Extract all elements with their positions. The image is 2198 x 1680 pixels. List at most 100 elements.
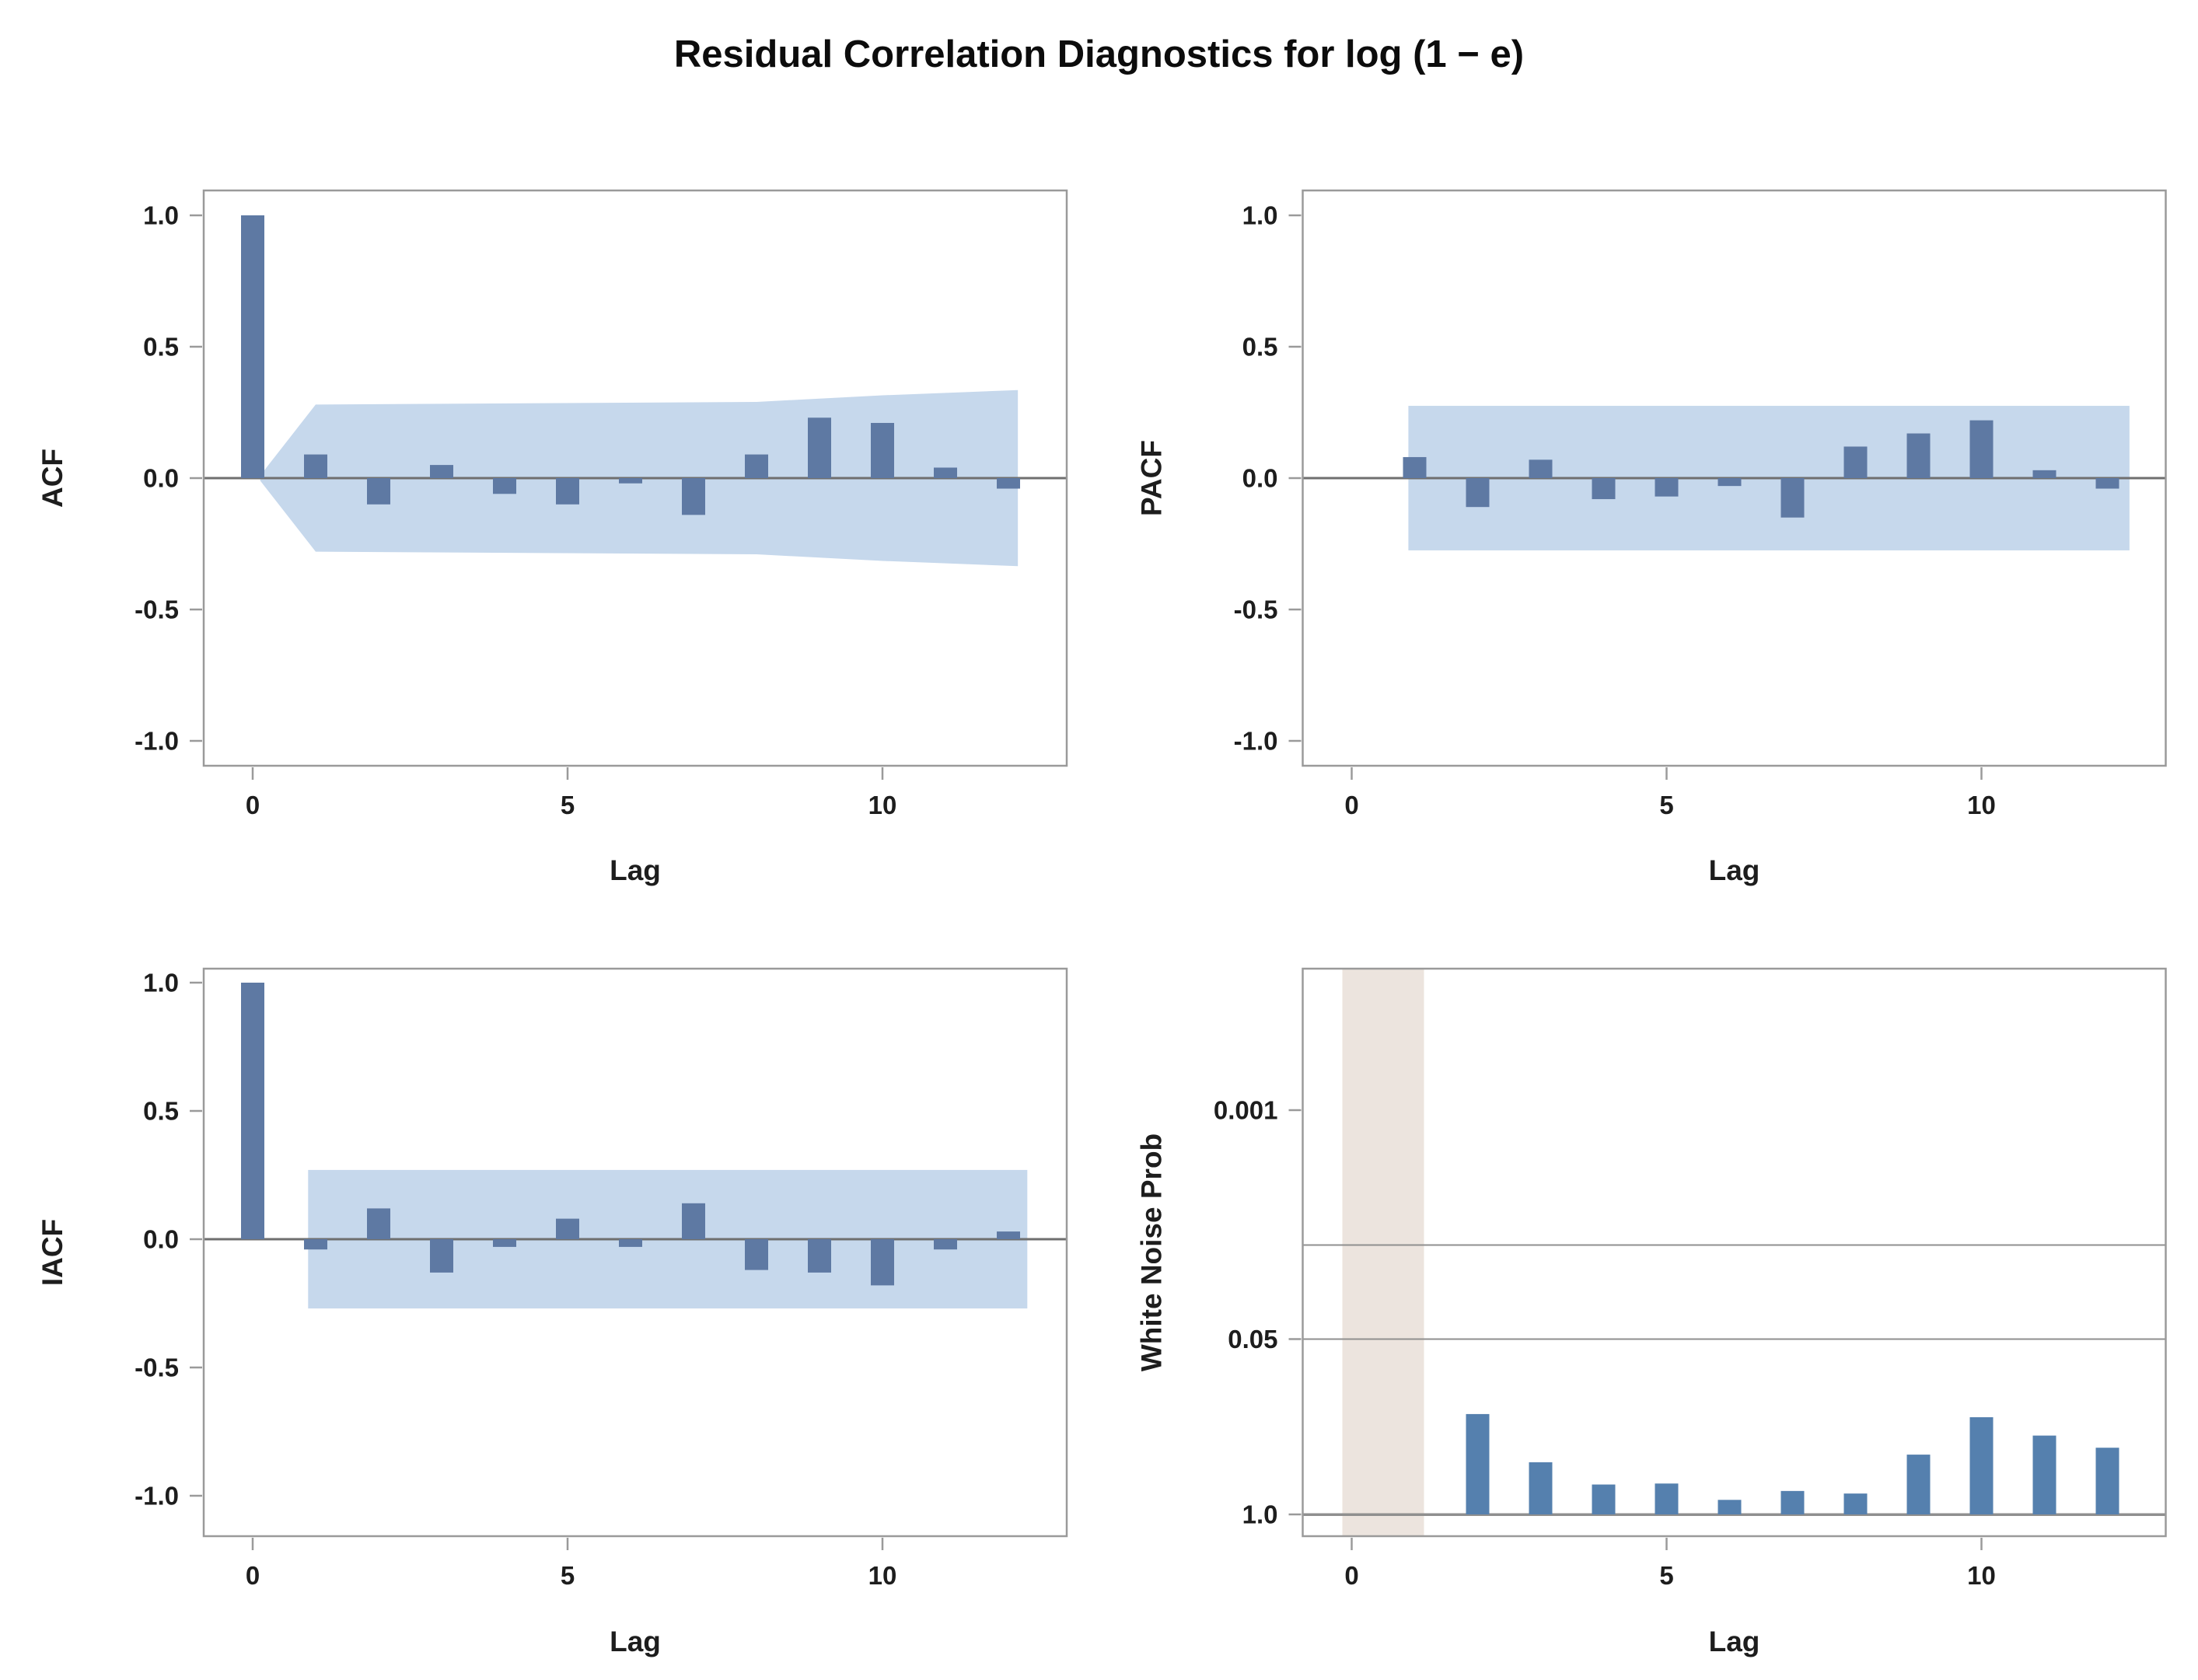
y-tick-label: 1.0 xyxy=(1242,201,1278,230)
y-axis-label: ACF xyxy=(37,449,68,508)
bar-lag-11 xyxy=(934,467,957,478)
x-axis-label: Lag xyxy=(1709,1626,1760,1657)
bar-lag-9 xyxy=(808,417,831,478)
x-tick-label: 10 xyxy=(868,1561,897,1590)
y-tick-label: 0.0 xyxy=(1242,464,1278,493)
y-axis-label: PACF xyxy=(1136,440,1168,516)
bar-lag-7 xyxy=(1780,1490,1805,1514)
x-tick-label: 10 xyxy=(868,791,897,819)
bar-lag-11 xyxy=(2032,470,2056,478)
y-axis-label: IACF xyxy=(37,1219,68,1286)
x-tick-label: 0 xyxy=(246,1561,260,1590)
y-tick-label: 1.0 xyxy=(143,969,179,997)
bar-lag-3 xyxy=(430,465,453,478)
bar-lag-1 xyxy=(304,454,327,478)
bar-lag-8 xyxy=(745,454,768,478)
x-axis-label: Lag xyxy=(610,854,661,886)
bar-lag-1 xyxy=(1403,456,1427,478)
bar-lag-5 xyxy=(1655,478,1679,497)
bar-lag-2 xyxy=(367,1208,390,1239)
bar-lag-0 xyxy=(241,215,264,478)
y-tick-label: 1.0 xyxy=(143,201,179,230)
bar-lag-4 xyxy=(493,1239,516,1247)
y-tick-label: -1.0 xyxy=(135,727,179,756)
bar-lag-2 xyxy=(1466,478,1490,508)
bar-lag-3 xyxy=(1529,459,1553,478)
x-axis-label: Lag xyxy=(1709,854,1760,886)
y-tick-label: -0.5 xyxy=(135,596,179,624)
bar-lag-11 xyxy=(2032,1435,2056,1514)
bar-lag-12 xyxy=(997,1231,1020,1239)
chart-title: Residual Correlation Diagnostics for log… xyxy=(673,33,1525,75)
bar-lag-10 xyxy=(1969,420,1994,478)
x-tick-label: 0 xyxy=(1344,1561,1358,1590)
plot-area xyxy=(1302,969,2166,1536)
bar-lag-5 xyxy=(1655,1483,1679,1514)
x-tick-label: 5 xyxy=(561,791,575,819)
bar-lag-11 xyxy=(934,1239,957,1250)
y-tick-label: -1.0 xyxy=(135,1482,179,1511)
panel-border xyxy=(1302,189,2167,767)
y-tick-label: -0.5 xyxy=(1234,596,1278,624)
bar-lag-2 xyxy=(367,478,390,505)
bar-lag-9 xyxy=(1906,1455,1931,1514)
bar-lag-12 xyxy=(997,478,1020,489)
panel-border xyxy=(202,967,1068,1538)
bar-lag-4 xyxy=(1592,1484,1616,1514)
bar-lag-8 xyxy=(745,1239,768,1270)
bar-lag-9 xyxy=(808,1239,831,1273)
y-tick-label: 0.0 xyxy=(143,464,179,493)
panel-acf: 1.0 0.5 0.0 -0.5 -1.0 0 5 10 Lag ACF xyxy=(37,189,1068,886)
bar-lag-9 xyxy=(1906,433,1931,478)
panel-iacf: 1.0 0.5 0.0 -0.5 -1.0 0 5 10 Lag IACF xyxy=(37,967,1068,1657)
bar-lag-4 xyxy=(493,478,516,494)
bar-lag-10 xyxy=(871,1239,894,1286)
panel-pacf: 1.0 0.5 0.0 -0.5 -1.0 0 5 10 Lag PACF xyxy=(1136,189,2167,886)
y-tick-label: 0.5 xyxy=(1242,333,1278,361)
x-tick-label: 0 xyxy=(1344,791,1358,819)
bar-lag-3 xyxy=(1529,1462,1553,1514)
bar-lag-8 xyxy=(1843,1493,1868,1514)
y-tick-label: -0.5 xyxy=(135,1353,179,1382)
y-tick-label: 0.0 xyxy=(143,1225,179,1254)
bar-lag-2 xyxy=(1466,1413,1490,1514)
x-tick-label: 5 xyxy=(561,1561,575,1590)
y-tick-label: 0.5 xyxy=(143,333,179,361)
bar-lag-12 xyxy=(2095,1448,2119,1514)
lag-zero-shaded-region xyxy=(1342,969,1424,1536)
bar-lag-6 xyxy=(1718,478,1742,487)
y-tick-label: 0.05 xyxy=(1228,1325,1277,1353)
bar-lag-7 xyxy=(682,478,705,515)
bar-lag-7 xyxy=(682,1203,705,1239)
bar-lag-3 xyxy=(430,1239,453,1273)
bar-lag-4 xyxy=(1592,478,1616,500)
bar-lag-0 xyxy=(241,983,264,1239)
y-tick-label: -1.0 xyxy=(1234,727,1278,756)
x-axis-label: Lag xyxy=(610,1626,661,1657)
bar-lag-6 xyxy=(619,1239,642,1247)
y-axis-label: White Noise Prob xyxy=(1136,1133,1168,1371)
bar-lag-5 xyxy=(556,1218,579,1239)
y-tick-label: 0.001 xyxy=(1214,1096,1278,1125)
bar-lag-12 xyxy=(2095,478,2119,489)
x-tick-label: 5 xyxy=(1659,791,1673,819)
x-tick-label: 0 xyxy=(246,791,260,819)
panel-border xyxy=(202,189,1068,767)
bar-lag-6 xyxy=(1718,1500,1742,1514)
y-tick-label: 1.0 xyxy=(1242,1500,1278,1529)
x-tick-label: 5 xyxy=(1659,1561,1673,1590)
bar-lag-7 xyxy=(1780,478,1805,518)
x-tick-label: 10 xyxy=(1967,1561,1996,1590)
bar-lag-5 xyxy=(556,478,579,505)
y-tick-label: 0.5 xyxy=(143,1097,179,1126)
bar-lag-6 xyxy=(619,478,642,484)
bar-lag-10 xyxy=(871,423,894,478)
panel-white-noise-prob: 0.001 0.05 1.0 0 5 10 Lag White Noise Prob xyxy=(1136,967,2167,1657)
panel-grid: 1.0 0.5 0.0 -0.5 -1.0 0 5 10 Lag ACF 1.0 0.5 0.0 -0.… xyxy=(0,109,2198,1680)
panel-border xyxy=(1302,967,2167,1538)
bar-lag-10 xyxy=(1969,1416,1994,1514)
x-tick-label: 10 xyxy=(1967,791,1996,819)
bar-lag-8 xyxy=(1843,446,1868,478)
bar-lag-1 xyxy=(304,1239,327,1250)
